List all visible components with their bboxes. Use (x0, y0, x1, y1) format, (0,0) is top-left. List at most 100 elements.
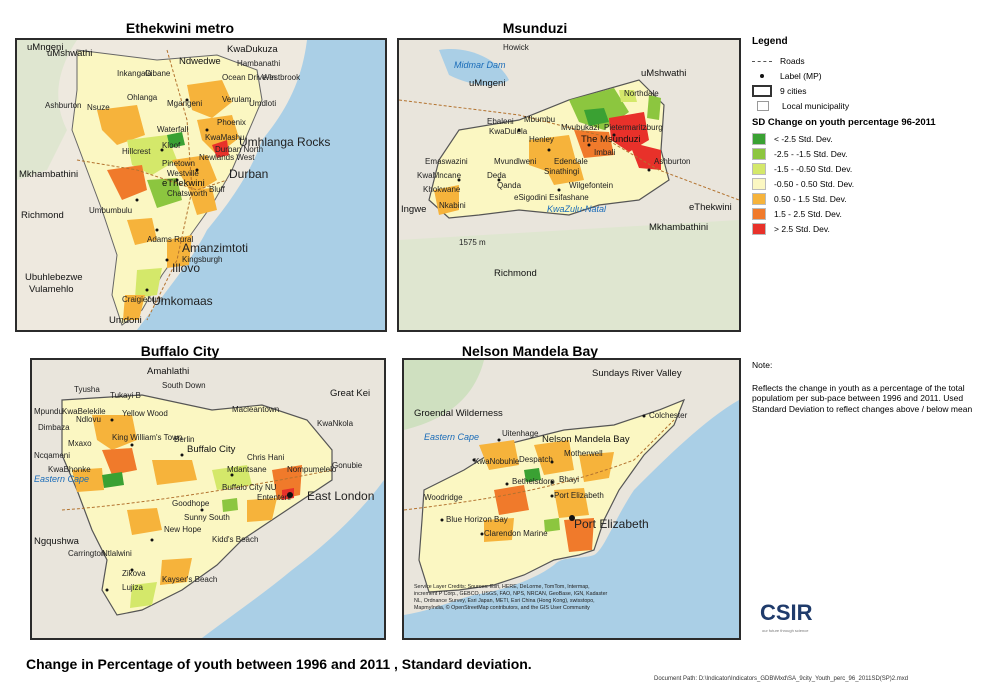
place-label: Emaswazini (425, 157, 468, 166)
place-label: Buffalo City NU (222, 483, 277, 492)
place-label: Cibane (145, 69, 171, 78)
map-ethekwini[interactable]: uMngeni Ndwedwe KwaDukuza uMshwathi Hamb… (15, 38, 387, 332)
place-label: Westbrook (262, 73, 301, 82)
legend-class-label: -1.5 - -0.50 Std. Dev. (774, 163, 853, 174)
place-label: Mkhambathini (19, 169, 78, 180)
place-label: KwaBhonke (48, 465, 91, 474)
place-label: Bethelsdorp (512, 477, 555, 486)
place-label: Umbumbulu (89, 206, 132, 215)
place-label: Mvubukazi (561, 123, 599, 132)
place-label: Craigieburn (122, 295, 163, 304)
legend-class-label: 0.50 - 1.5 Std. Dev. (774, 193, 847, 204)
place-label: Sundays River Valley (592, 368, 682, 379)
place-label: Ingwe (401, 204, 426, 215)
legend-class-label: 1.5 - 2.5 Std. Dev. (774, 208, 842, 219)
place-label: KwaMncane (417, 171, 462, 180)
place-label: Richmond (494, 268, 537, 279)
place-label: Newlands West (199, 153, 255, 162)
place-label: Dimbaza (38, 423, 70, 432)
legend-class: -2.5 - -1.5 Std. Dev. (752, 146, 977, 161)
place-label: Mdantsane (227, 465, 267, 474)
place-label: KwaDukuza (227, 44, 278, 55)
legend-roads: Roads (752, 53, 977, 68)
place-label: Ashburton (654, 157, 690, 166)
swatch-icon (752, 207, 766, 220)
note-body: Reflects the change in youth as a percen… (752, 382, 973, 414)
place-label: Ndlovu (76, 415, 101, 424)
place-label: Ashburton (45, 101, 81, 110)
place-label: Zikova (122, 569, 146, 578)
place-label: Nkabini (439, 201, 466, 210)
city-boundary-icon (752, 84, 772, 97)
place-label: Mbumbu (524, 115, 555, 124)
legend-class-label: -2.5 - -1.5 Std. Dev. (774, 148, 848, 159)
place-label: Westville (167, 169, 199, 178)
place-label: Wilgefontein (569, 181, 613, 190)
legend-class: < -2.5 Std. Dev. (752, 131, 977, 146)
dot-symbol-icon (752, 70, 772, 82)
place-label: Bhayi (559, 475, 579, 484)
legend-local-muni-label: Local municipality (782, 100, 850, 111)
place-label: Port Elizabeth (554, 491, 604, 500)
swatch-icon (752, 132, 766, 145)
place-label: Howick (503, 43, 530, 52)
place-label: Goodhope (172, 499, 210, 508)
place-label: Blue Horizon Bay (446, 515, 508, 524)
place-label: KwaBelekile (62, 407, 106, 416)
place-label: Tukayi B (110, 391, 141, 400)
panel-title-msunduzi: Msunduzi (502, 20, 568, 36)
place-label: Berlin (174, 435, 194, 444)
legend-class-label: > 2.5 Std. Dev. (774, 223, 830, 234)
place-label: uMshwathi (47, 48, 92, 59)
place-label: Richmond (21, 210, 64, 221)
place-label: Henley (529, 135, 554, 144)
place-label: Adams Rural (147, 235, 193, 244)
region-label: Eastern Cape (34, 474, 89, 484)
place-label: uMshwathi (641, 68, 686, 79)
place-label: Ncqameni (34, 451, 70, 460)
note: Note: Reflects the change in youth as a … (752, 360, 974, 415)
place-label: Umkomaas (152, 294, 213, 308)
place-label: Umdloti (249, 99, 276, 108)
place-label: Inkangala (117, 69, 152, 78)
place-label: KwaNobuhle (474, 457, 520, 466)
document-path: Document Path: D:\Indicator\Indicators_G… (654, 676, 909, 682)
place-label: Bluff (209, 185, 226, 194)
place-label: Hillcrest (122, 147, 151, 156)
legend-label-mp: Label (MP) (752, 68, 977, 83)
place-label: Northdale (624, 89, 659, 98)
place-label: Hambanathi (237, 59, 280, 68)
place-label: Yellow Wood (122, 409, 168, 418)
place-label: Imbali (594, 148, 616, 157)
place-label: Woodridge (424, 493, 463, 502)
place-label: Ebaleni (487, 117, 514, 126)
legend-class: 0.50 - 1.5 Std. Dev. (752, 191, 977, 206)
csir-logo: CSIR our future through science (758, 594, 818, 636)
region-label: Groendal Wilderness (414, 408, 503, 419)
place-label: Ubuhlebezwe (25, 272, 83, 283)
map-msunduzi[interactable]: Midmar Dam Howick uMngeni uMshwathi Mbum… (397, 38, 741, 332)
panel-title-ethekwini: Ethekwini metro (125, 20, 235, 36)
place-label: Kayser's Beach (162, 575, 217, 584)
region-label: Eastern Cape (424, 432, 479, 442)
place-label: Ngqushwa (34, 536, 80, 547)
place-label: Edendale (554, 157, 588, 166)
place-label: Sinathingi (544, 167, 579, 176)
legend-roads-label: Roads (780, 55, 805, 66)
map-buffalo[interactable]: Amahlathi South Down Great Kei Mpundu Kw… (30, 358, 386, 640)
service-credits: Service Layer Credits: Sources: Esri, HE… (414, 584, 608, 612)
legend-class-label: < -2.5 Std. Dev. (774, 133, 833, 144)
place-label: Vulamehlo (29, 284, 74, 295)
legend-class: 1.5 - 2.5 Std. Dev. (752, 206, 977, 221)
place-label: The Msunduzi (581, 134, 641, 145)
place-label: New Hope (164, 525, 202, 534)
place-label: Clarendon Marine (484, 529, 548, 538)
place-label: Deda (487, 171, 507, 180)
legend-local-muni: Local municipality (752, 98, 977, 113)
panel-title-nmb: Nelson Mandela Bay (461, 343, 599, 359)
legend-class: -0.50 - 0.50 Std. Dev. (752, 176, 977, 191)
logo-tagline: our future through science (762, 628, 809, 633)
place-label: Carrington (68, 549, 105, 558)
map-nmb[interactable]: Sundays River Valley Colchester Groendal… (402, 358, 741, 640)
place-label: Chris Hani (247, 453, 285, 462)
